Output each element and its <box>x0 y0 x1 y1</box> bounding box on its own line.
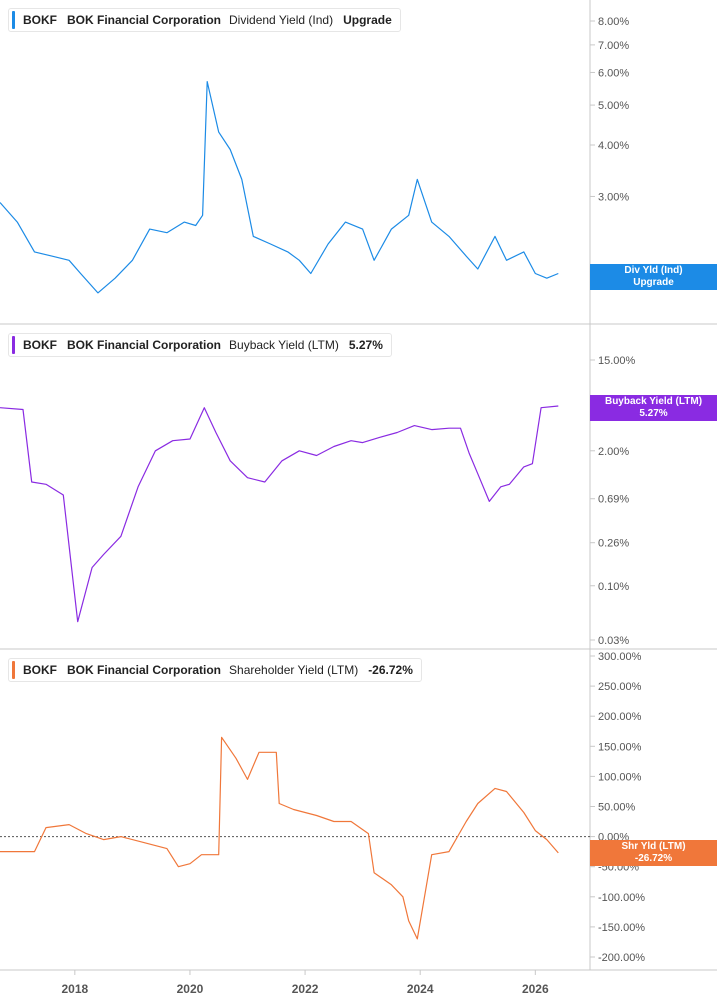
legend-color-swatch <box>12 11 15 29</box>
legend-ticker: BOKF <box>23 13 57 27</box>
legend-ticker: BOKF <box>23 663 57 677</box>
y-tick-label: 2.00% <box>598 446 629 458</box>
y-tick-label: 150.00% <box>598 741 642 753</box>
legend-value: Upgrade <box>343 13 392 27</box>
y-tick-label: 0.69% <box>598 494 629 506</box>
legend-buyback-yield: BOKF BOK Financial Corporation Buyback Y… <box>8 333 392 357</box>
legend-color-swatch <box>12 336 15 354</box>
y-tick-label: -200.00% <box>598 952 645 964</box>
y-tick-label: 200.00% <box>598 711 642 723</box>
tag-line-1: Shr Yld (LTM) <box>621 841 686 852</box>
y-tick-label: -100.00% <box>598 892 645 904</box>
legend-metric: Dividend Yield (Ind) <box>229 13 334 27</box>
x-tick-label: 2022 <box>292 982 319 996</box>
y-tick-label: -150.00% <box>598 922 645 934</box>
tag-line-1: Buyback Yield (LTM) <box>604 396 703 407</box>
y-tick-label: 8.00% <box>598 16 629 28</box>
last-value-tag-buyback: Buyback Yield (LTM) 5.27% <box>590 395 717 421</box>
y-tick-label: 15.00% <box>598 355 636 367</box>
y-tick-label: 7.00% <box>598 40 629 52</box>
series-line <box>0 736 559 940</box>
legend-company: BOK Financial Corporation <box>67 13 222 27</box>
y-tick-label: 100.00% <box>598 771 642 783</box>
y-tick-label: 250.00% <box>598 681 642 693</box>
y-tick-label: 6.00% <box>598 67 629 79</box>
tag-line-1: Div Yld (Ind) <box>624 265 683 276</box>
y-tick-label: 5.00% <box>598 100 629 112</box>
tag-line-2: 5.27% <box>639 408 668 419</box>
y-tick-label: 50.00% <box>598 802 636 814</box>
x-tick-label: 2026 <box>522 982 549 996</box>
legend-dividend-yield: BOKF BOK Financial Corporation Dividend … <box>8 8 401 32</box>
legend-ticker: BOKF <box>23 338 57 352</box>
tag-line-2: -26.72% <box>634 853 673 864</box>
legend-color-swatch <box>12 661 15 679</box>
y-tick-label: 300.00% <box>598 651 642 663</box>
series-line <box>0 81 559 294</box>
legend-metric: Buyback Yield (LTM) <box>229 338 339 352</box>
last-value-tag-shareholder: Shr Yld (LTM) -26.72% <box>590 840 717 866</box>
x-tick-label: 2018 <box>61 982 88 996</box>
legend-value: -26.72% <box>368 663 413 677</box>
x-tick-label: 2024 <box>407 982 434 996</box>
y-tick-label: 0.03% <box>598 635 629 647</box>
y-tick-label: 3.00% <box>598 191 629 203</box>
legend-value: 5.27% <box>348 338 383 352</box>
y-tick-label: 0.26% <box>598 538 629 550</box>
legend-company: BOK Financial Corporation <box>67 338 222 352</box>
last-value-tag-dividend: Div Yld (Ind) Upgrade <box>590 264 717 290</box>
x-tick-label: 2020 <box>177 982 204 996</box>
legend-metric: Shareholder Yield (LTM) <box>229 663 359 677</box>
series-line <box>0 405 559 623</box>
y-tick-label: 0.10% <box>598 581 629 593</box>
y-tick-label: 4.00% <box>598 140 629 152</box>
tag-line-2: Upgrade <box>633 277 674 288</box>
legend-shareholder-yield: BOKF BOK Financial Corporation Sharehold… <box>8 658 422 682</box>
legend-company: BOK Financial Corporation <box>67 663 222 677</box>
